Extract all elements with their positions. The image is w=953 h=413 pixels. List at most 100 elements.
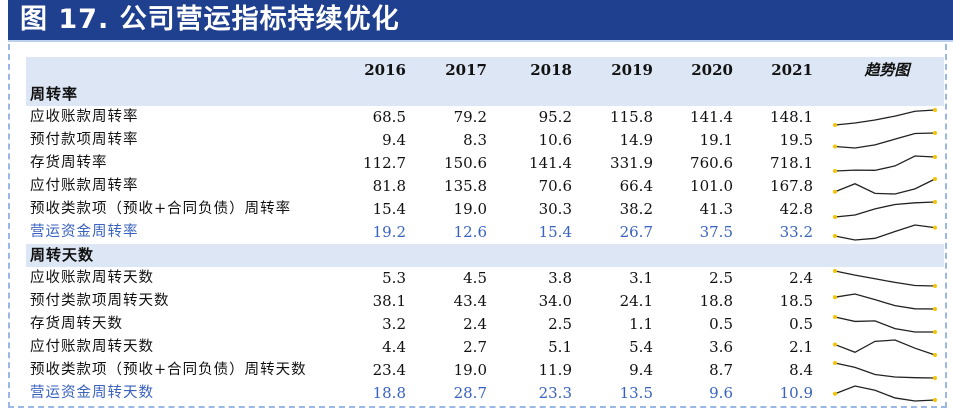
metric-value: 9.4 xyxy=(382,131,406,149)
table-row: 预付类款项周转天数 38.1 43.4 34.0 24.1 18.8 18.5 xyxy=(26,290,944,313)
trend-endpoint xyxy=(933,330,937,334)
trend-header: 趋势图 xyxy=(864,61,910,79)
metric-value: 8.7 xyxy=(709,361,733,379)
trend-endpoint xyxy=(833,144,837,149)
metric-value: 19.5 xyxy=(779,131,813,149)
table-row: 预收类款项（预收+合同负债）周转率 15.4 19.0 30.3 38.2 41.3 42.… xyxy=(26,198,944,221)
trend-line xyxy=(834,293,936,310)
metric-value: 2.7 xyxy=(463,338,487,356)
trend-line xyxy=(834,201,936,218)
metric-value: 2.1 xyxy=(789,338,813,356)
metric-value: 33.2 xyxy=(779,223,813,241)
metric-value: 14.9 xyxy=(619,131,653,149)
metric-value: 1.1 xyxy=(629,315,653,333)
metric-value: 18.8 xyxy=(699,292,733,310)
year-header: 2019 xyxy=(611,61,653,79)
section-title: 周转天数 xyxy=(30,246,95,264)
header-bar: 图 17. 公司营运指标持续优化 xyxy=(8,0,953,42)
year-header: 2016 xyxy=(364,61,406,79)
metric-value: 101.0 xyxy=(690,177,733,195)
section-row: 周转率 xyxy=(26,83,944,106)
year-header: 2017 xyxy=(445,61,487,79)
metric-label: 应收账款周转率 xyxy=(30,109,139,125)
metric-value: 5.4 xyxy=(629,338,653,356)
trend-line xyxy=(834,109,936,126)
metric-label: 存货周转率 xyxy=(30,155,108,171)
metric-value: 38.2 xyxy=(619,200,653,218)
trend-sparkline xyxy=(833,154,937,173)
trend-line xyxy=(834,224,936,241)
metric-value: 3.1 xyxy=(629,269,653,287)
metric-value: 2.5 xyxy=(709,269,733,287)
trend-endpoint xyxy=(833,189,837,194)
metric-value: 10.9 xyxy=(779,384,813,402)
metric-value: 150.6 xyxy=(444,154,487,172)
trend-endpoint xyxy=(933,108,937,112)
metric-value: 9.6 xyxy=(709,384,733,402)
metric-value: 4.5 xyxy=(463,269,487,287)
metric-value: 5.1 xyxy=(548,338,572,356)
metric-label: 营运资金周转天数 xyxy=(30,385,154,401)
table-row: 应付账款周转率 81.8 135.8 70.6 66.4 101.0 167.8 xyxy=(26,175,944,198)
trend-sparkline xyxy=(833,200,937,219)
metric-value: 167.8 xyxy=(770,177,813,195)
year-header: 2018 xyxy=(530,61,572,79)
metric-value: 9.4 xyxy=(629,361,653,379)
table-row: 应收账款周转天数 5.3 4.5 3.8 3.1 2.5 2.4 xyxy=(26,267,944,290)
metric-value: 8.4 xyxy=(789,361,813,379)
table-row: 存货周转率 112.7 150.6 141.4 331.9 760.6 718.1 xyxy=(26,152,944,175)
metric-value: 5.3 xyxy=(382,269,406,287)
trend-sparkline xyxy=(833,131,937,149)
metric-value: 18.5 xyxy=(779,292,813,310)
metric-value: 41.3 xyxy=(699,200,733,218)
trend-endpoint xyxy=(933,307,937,311)
metric-value: 2.4 xyxy=(463,315,487,333)
metric-value: 15.4 xyxy=(372,200,406,218)
trend-endpoint xyxy=(933,177,937,181)
metric-value: 23.4 xyxy=(372,361,406,379)
metric-value: 19.2 xyxy=(372,223,406,241)
trend-endpoint xyxy=(833,342,837,347)
metric-label: 存货周转天数 xyxy=(30,316,123,332)
metric-value: 38.1 xyxy=(372,292,406,310)
metric-label: 预付类款项周转天数 xyxy=(30,293,170,309)
trend-endpoint xyxy=(833,169,837,173)
section-title: 周转率 xyxy=(30,85,79,103)
table-header-row: 2016 2017 2018 2019 2020 2021 趋势图 xyxy=(26,57,944,83)
trend-endpoint xyxy=(833,215,837,219)
metric-value: 0.5 xyxy=(789,315,813,333)
metric-value: 34.0 xyxy=(538,292,572,310)
trend-endpoint xyxy=(833,295,837,300)
trend-endpoint xyxy=(833,123,837,127)
metric-value: 19.1 xyxy=(699,131,733,149)
table-row: 应收账款周转率 68.5 79.2 95.2 115.8 141.4 148.1 xyxy=(26,106,944,129)
trend-line xyxy=(834,385,936,402)
trend-endpoint xyxy=(833,269,837,273)
metric-value: 42.8 xyxy=(779,200,813,218)
metric-value: 28.7 xyxy=(453,384,487,402)
metric-value: 68.5 xyxy=(372,108,406,126)
metric-value: 19.0 xyxy=(453,361,487,379)
metric-label: 预收类款项（预收+合同负债）周转天数 xyxy=(30,362,307,378)
trend-line xyxy=(834,132,936,149)
table-row: 存货周转天数 3.2 2.4 2.5 1.1 0.5 0.5 xyxy=(26,313,944,336)
metric-value: 331.9 xyxy=(610,154,653,172)
metric-label: 预付款项周转率 xyxy=(30,132,139,148)
metric-value: 95.2 xyxy=(538,108,572,126)
metric-value: 141.4 xyxy=(529,154,572,172)
year-header: 2020 xyxy=(691,61,733,79)
trend-endpoint xyxy=(933,353,937,357)
table-row: 营运资金周转天数 18.8 28.7 23.3 13.5 9.6 10.9 xyxy=(26,382,944,405)
trend-sparkline xyxy=(833,177,937,195)
metric-value: 19.0 xyxy=(453,200,487,218)
trend-sparkline xyxy=(833,385,937,402)
metric-value: 13.5 xyxy=(619,384,653,402)
metric-value: 135.8 xyxy=(444,177,487,195)
trend-sparkline xyxy=(833,269,937,288)
trend-line xyxy=(834,178,936,195)
trend-endpoint xyxy=(933,200,937,204)
trend-endpoint xyxy=(833,391,837,396)
metric-value: 23.3 xyxy=(538,384,572,402)
metric-value: 18.8 xyxy=(372,384,406,402)
metric-value: 8.3 xyxy=(463,131,487,149)
